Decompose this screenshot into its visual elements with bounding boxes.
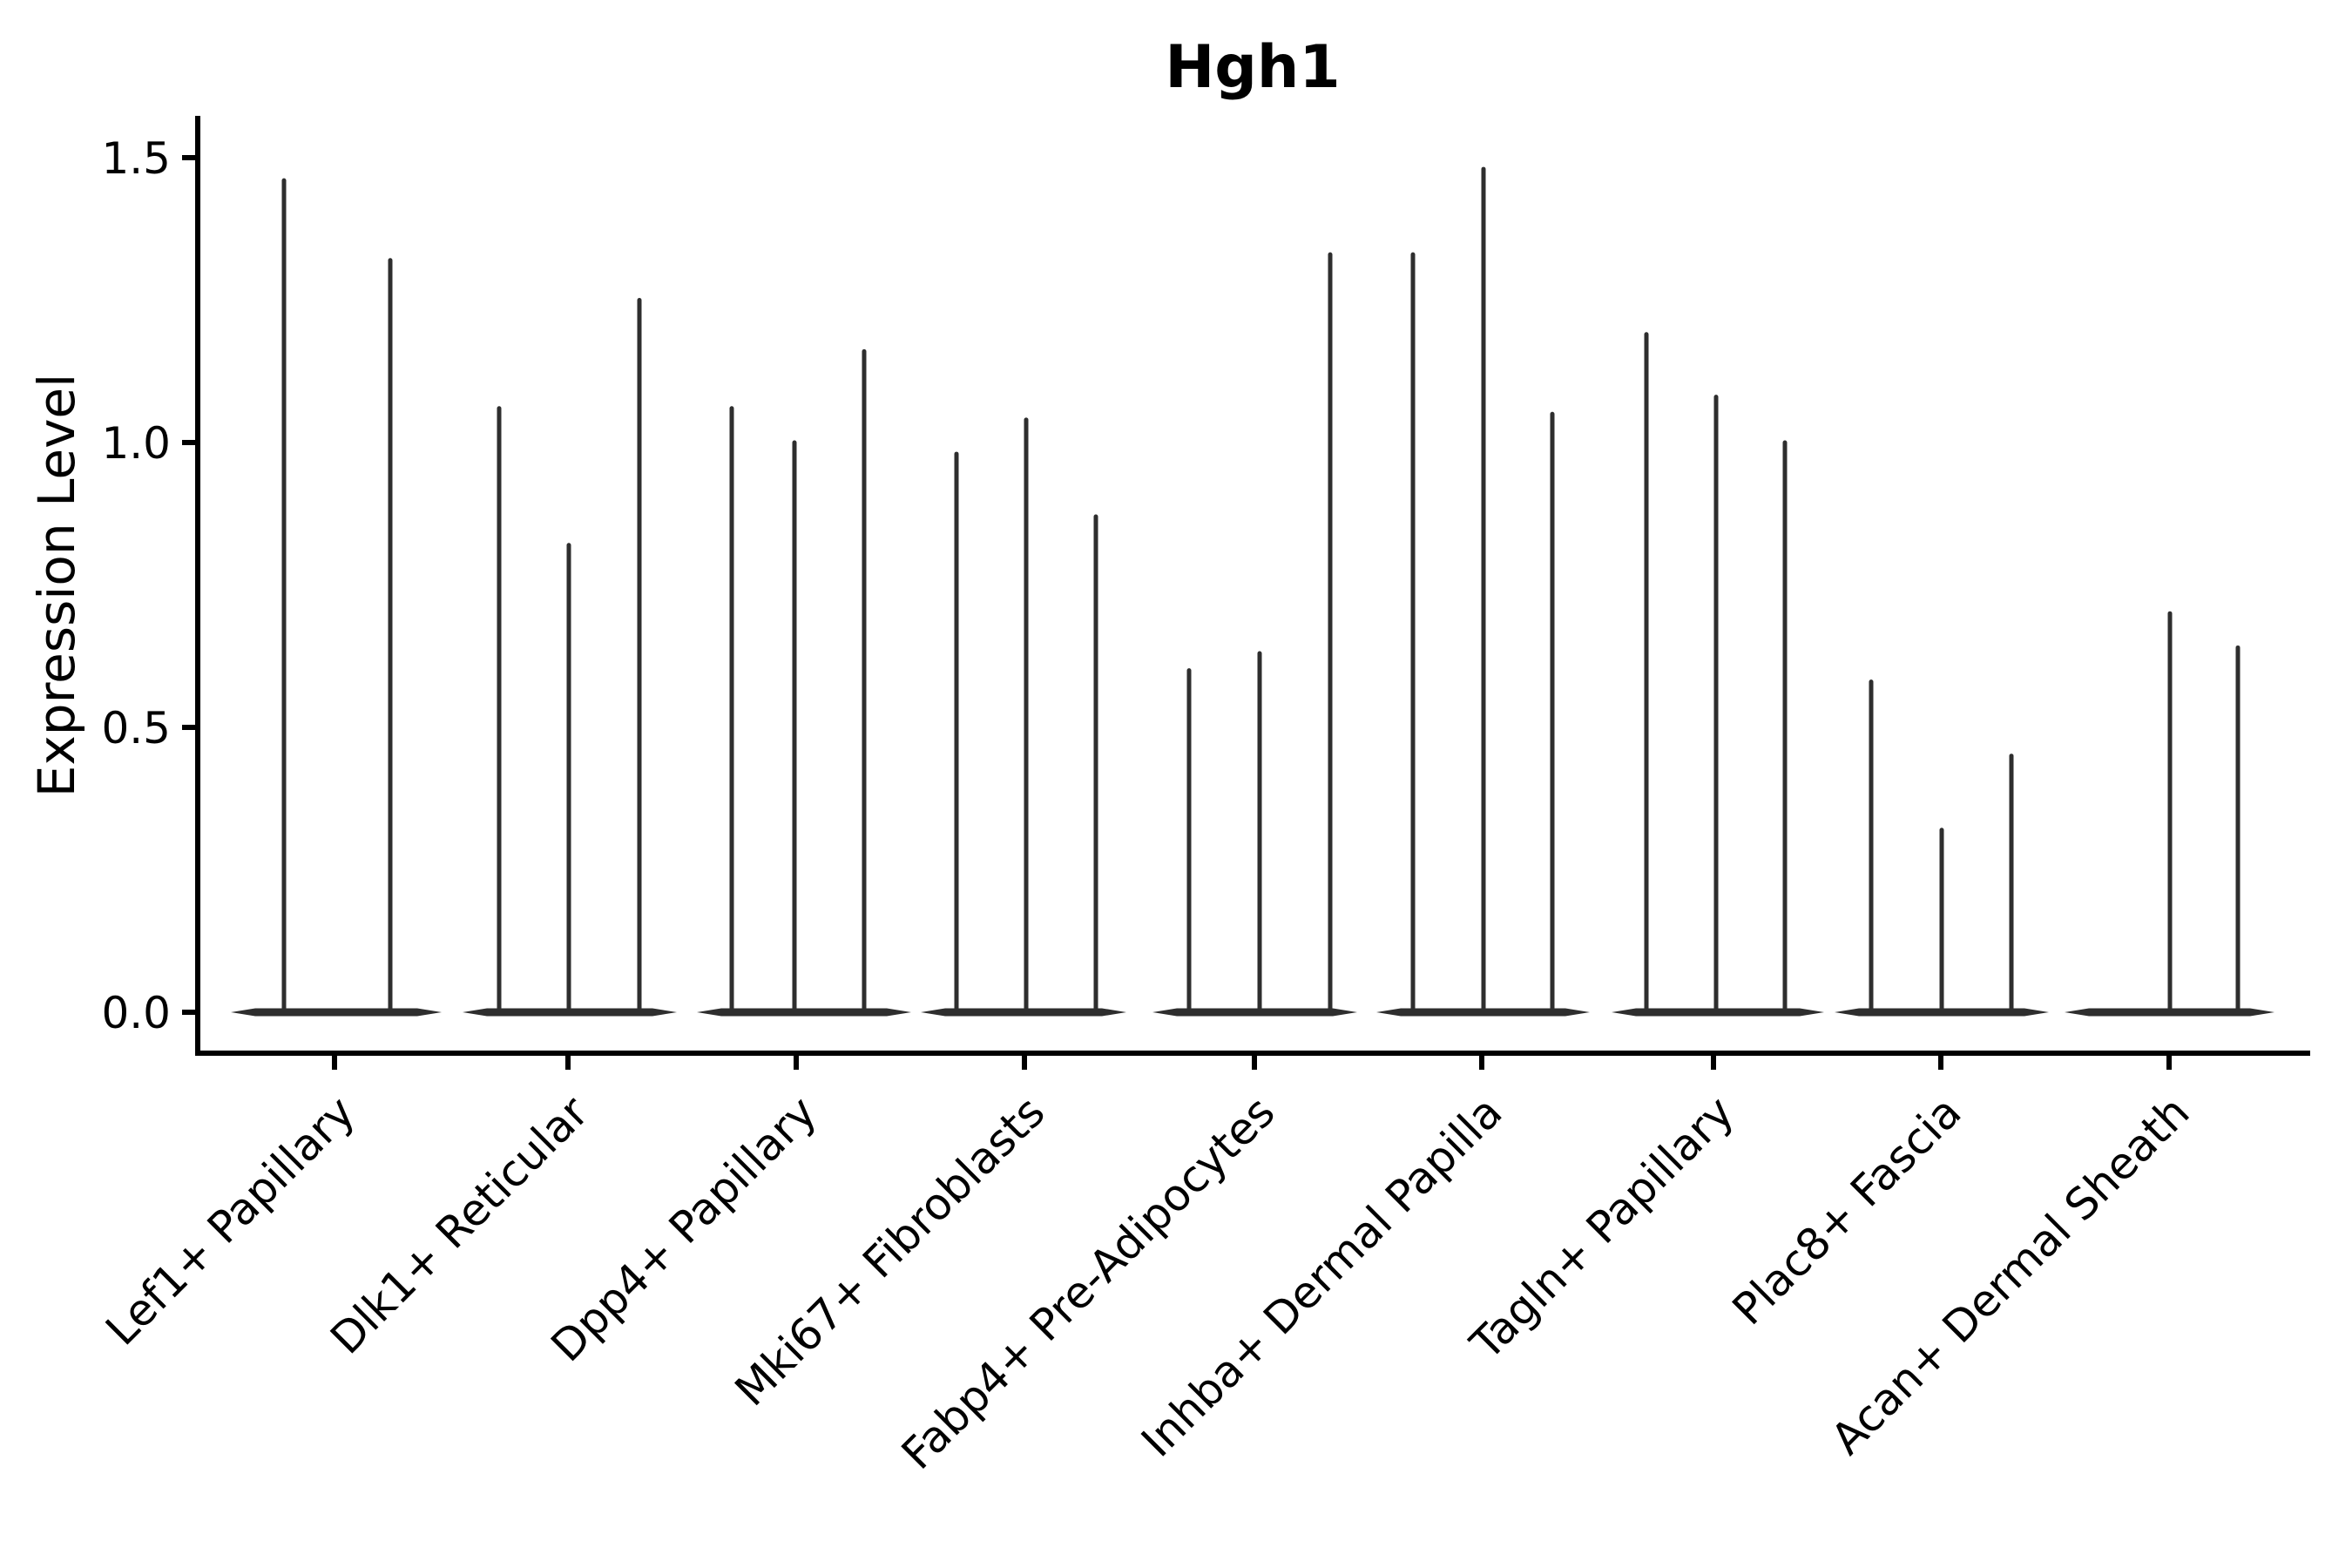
y-tick-label: 0.5 (101, 703, 171, 754)
x-tick-label: Lef1+ Papillary (96, 1086, 364, 1355)
violin-base (1376, 1008, 1590, 1017)
y-axis-label: Expression Level (27, 374, 86, 797)
violin-group (1835, 679, 2049, 1017)
violin-base (1612, 1008, 1824, 1017)
x-tick-label: Fabp4+ Pre-Adipocytes (892, 1086, 1285, 1479)
x-tick-label: Inhba+ Dermal Papilla (1132, 1086, 1511, 1466)
violin-base (2065, 1008, 2274, 1017)
y-tick-label: 1.0 (101, 418, 171, 469)
violin-base (231, 1008, 442, 1017)
chart-title: Hgh1 (1165, 33, 1340, 102)
violin-group (231, 178, 442, 1017)
violin-base (921, 1008, 1126, 1017)
violin-base (697, 1008, 911, 1017)
axes-layer: 0.0 0.5 1.0 1.5 (101, 116, 2310, 1056)
violin-group (697, 348, 911, 1017)
violin-group (2065, 611, 2274, 1017)
y-tick-label: 1.5 (101, 133, 171, 184)
y-tick-label: 0.0 (101, 988, 171, 1038)
violin-group (921, 417, 1126, 1017)
violin-base (1152, 1008, 1357, 1017)
violin-layer (231, 166, 2274, 1017)
x-tick-label: Plac8+ Fascia (1723, 1086, 1971, 1335)
violin-group (1612, 332, 1824, 1017)
violin-base (463, 1008, 677, 1017)
violin-group (1152, 252, 1357, 1017)
violin-group (463, 298, 677, 1017)
violin-base (1835, 1008, 2049, 1017)
violin-group (1376, 166, 1590, 1017)
